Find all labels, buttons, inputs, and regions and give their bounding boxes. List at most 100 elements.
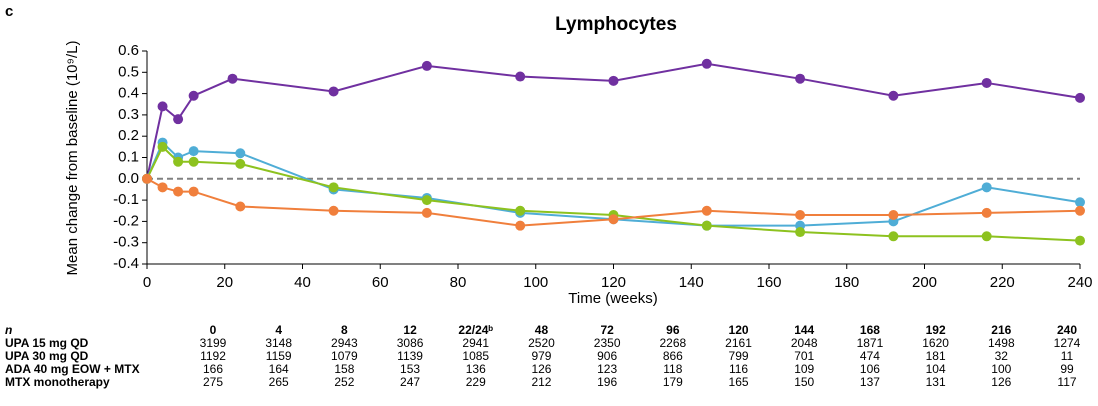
data-point	[235, 201, 246, 212]
series-line	[146, 145, 1081, 242]
table-cell: 99	[1060, 362, 1074, 376]
table-row-label: MTX monotherapy	[5, 375, 110, 389]
table-column-header: 12	[403, 323, 417, 337]
data-point	[888, 210, 899, 221]
table-cell: 1498	[988, 336, 1015, 350]
table-header-label: n	[5, 323, 12, 337]
table-cell: 1192	[200, 349, 226, 363]
table-cell: 164	[269, 362, 289, 376]
y-tick-label: -0.4	[113, 255, 139, 272]
table-cell: 196	[597, 375, 617, 389]
data-point	[981, 231, 992, 242]
x-tick-label: 220	[990, 274, 1015, 291]
y-tick-label: 0.6	[118, 42, 139, 59]
x-tick-label: 120	[601, 274, 626, 291]
table-cell: 275	[203, 375, 223, 389]
table-cell: 2161	[725, 336, 752, 350]
table-cell: 2350	[594, 336, 621, 350]
table-cell: 247	[400, 375, 420, 389]
table-column-header: 96	[666, 323, 680, 337]
table-cell: 799	[729, 349, 749, 363]
data-point	[142, 173, 152, 184]
data-point	[328, 205, 339, 216]
chart-title: Lymphocytes	[555, 14, 677, 35]
data-point	[188, 156, 199, 167]
data-point	[888, 90, 899, 101]
x-tick-label: 20	[216, 274, 233, 291]
x-tick-label: 0	[143, 274, 151, 291]
data-point	[701, 220, 712, 231]
x-tick-label: 240	[1067, 274, 1092, 291]
data-point	[421, 195, 432, 206]
y-tick-label: -0.3	[113, 234, 139, 251]
table-cell: 474	[860, 349, 880, 363]
table-column-header: 8	[341, 323, 348, 337]
y-tick-label: 0.3	[118, 106, 139, 123]
table-row-label: UPA 30 mg QD	[5, 349, 89, 363]
data-point	[795, 73, 806, 84]
y-tick-label: 0.2	[118, 127, 139, 144]
table-row-label: ADA 40 mg EOW + MTX	[5, 362, 140, 376]
data-point	[795, 227, 806, 238]
data-point	[981, 182, 992, 193]
data-point	[188, 90, 199, 101]
table-cell: 212	[531, 375, 551, 389]
table-cell: 150	[794, 375, 814, 389]
data-point	[421, 60, 432, 71]
table-cell: 2520	[528, 336, 555, 350]
table-cell: 1871	[857, 336, 884, 350]
table-column-header: 216	[991, 323, 1011, 337]
y-axis-label: Mean change from baseline (10⁹/L)	[64, 41, 81, 276]
data-point	[157, 182, 168, 193]
data-point	[981, 77, 992, 88]
table-column-header: 72	[600, 323, 614, 337]
table-cell: 104	[926, 362, 946, 376]
x-tick-label: 160	[756, 274, 781, 291]
x-tick-label: 60	[372, 274, 389, 291]
data-point	[328, 86, 339, 97]
table-column-header: 0	[210, 323, 217, 337]
data-point	[173, 114, 184, 125]
table-cell: 106	[860, 362, 880, 376]
data-point	[235, 148, 246, 159]
table-row-label: UPA 15 mg QD	[5, 336, 89, 350]
data-point	[608, 75, 619, 86]
x-axis-label: Time (weeks)	[568, 290, 657, 307]
x-tick-label: 40	[294, 274, 311, 291]
x-tick-label: 200	[912, 274, 937, 291]
y-tick-label: 0.0	[118, 170, 139, 187]
panel-label: c	[5, 3, 13, 20]
data-point	[1075, 197, 1085, 208]
table-cell: 3086	[397, 336, 424, 350]
data-point	[701, 58, 712, 69]
data-point	[235, 158, 246, 169]
table-cell: 906	[597, 349, 617, 363]
data-point	[515, 220, 526, 231]
table-cell: 866	[663, 349, 683, 363]
table-cell: 131	[926, 375, 946, 389]
table-cell: 3148	[265, 336, 292, 350]
table-cell: 1139	[397, 349, 423, 363]
data-point	[328, 182, 339, 193]
table-cell: 118	[663, 362, 682, 376]
x-tick-label: 80	[450, 274, 467, 291]
data-point	[157, 101, 168, 112]
table-cell: 137	[860, 375, 880, 389]
table-cell: 2048	[791, 336, 818, 350]
data-point	[188, 146, 199, 157]
table-cell: 165	[729, 375, 749, 389]
data-point	[1075, 205, 1085, 216]
data-point	[701, 205, 712, 216]
table-cell: 1274	[1054, 336, 1081, 350]
table-cell: 109	[794, 362, 814, 376]
table-column-header: 48	[535, 323, 549, 337]
table-cell: 116	[729, 362, 748, 376]
table-cell: 979	[531, 349, 551, 363]
table-cell: 153	[400, 362, 420, 376]
table-column-header: 192	[926, 323, 946, 337]
data-point	[157, 141, 168, 152]
table-column-header: 168	[860, 323, 880, 337]
data-point	[421, 207, 432, 218]
table-column-header: 22/24ᵇ	[458, 323, 493, 337]
